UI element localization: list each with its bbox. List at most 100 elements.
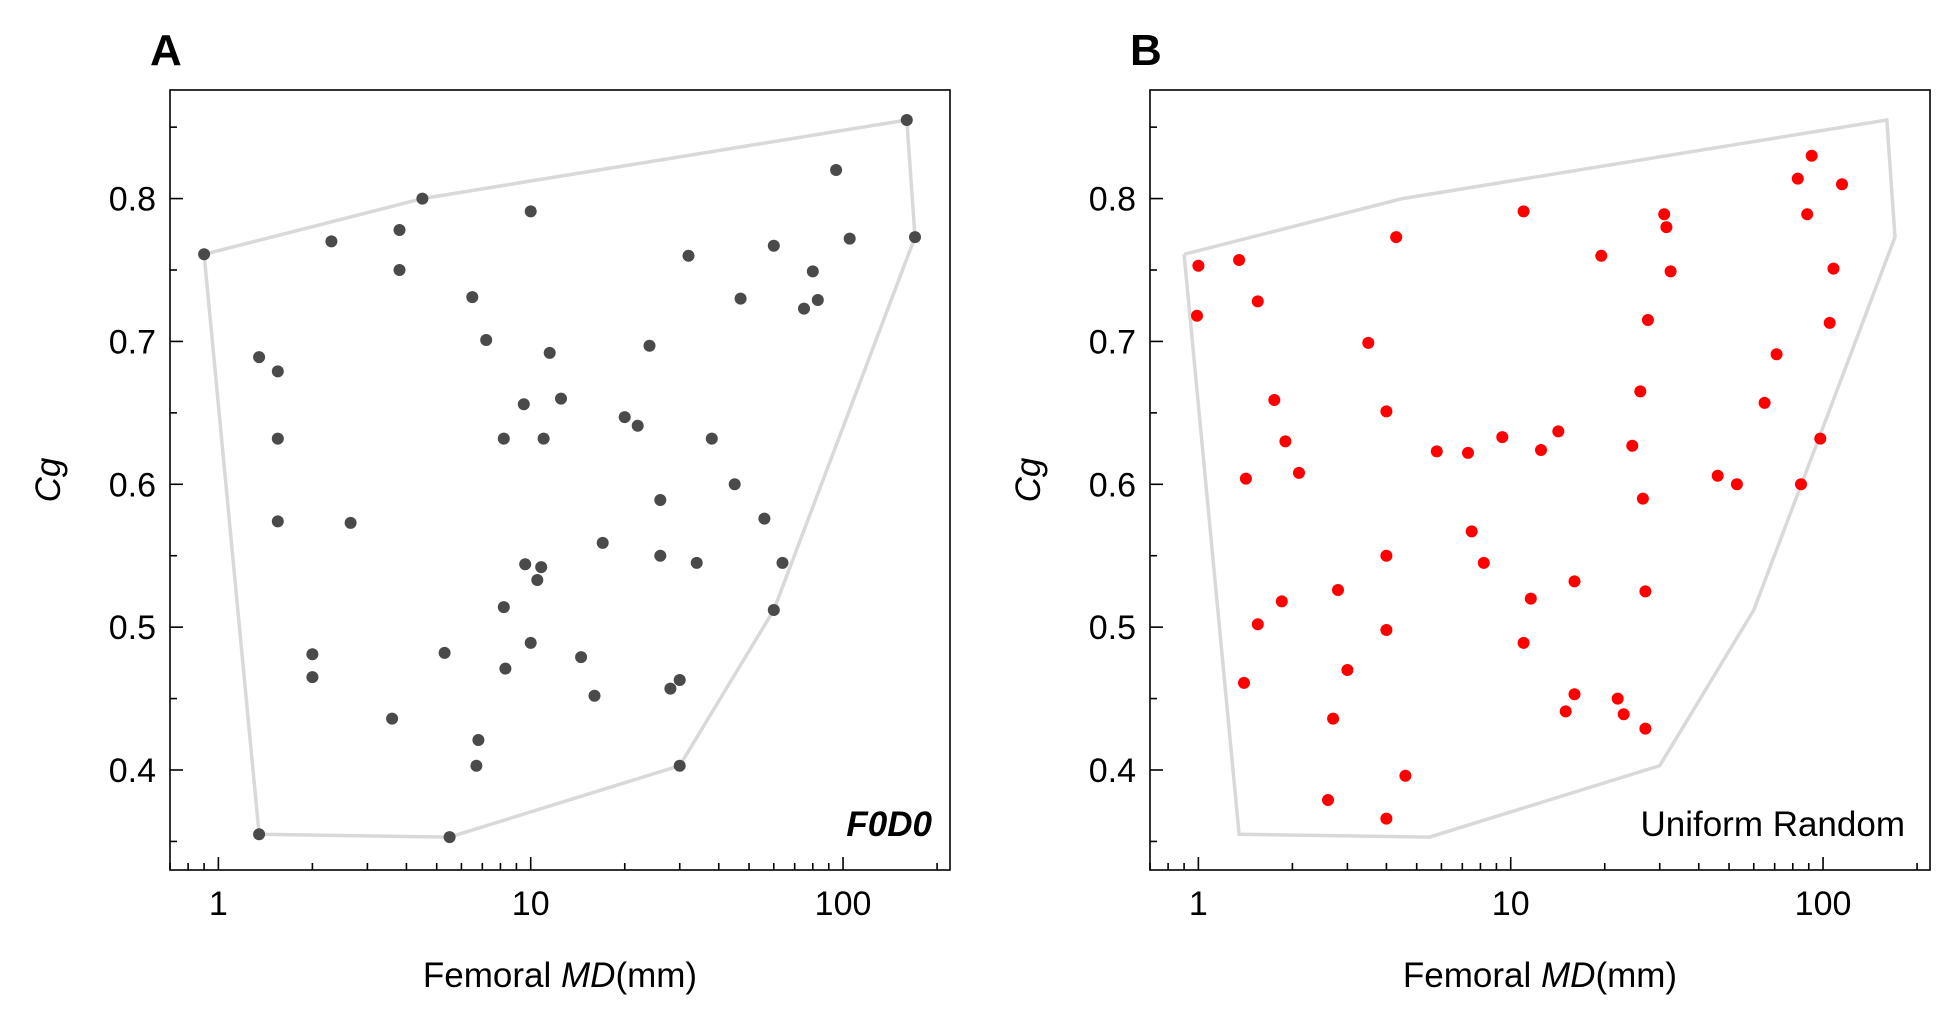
data-point <box>271 432 284 445</box>
data-point <box>1462 446 1474 459</box>
data-point <box>517 398 530 411</box>
y-axis-title: Cg <box>1009 457 1048 502</box>
data-point <box>253 828 266 841</box>
data-point <box>664 682 677 695</box>
data-point <box>1233 254 1246 266</box>
y-tick-label: 0.8 <box>1089 181 1136 219</box>
data-point <box>1595 249 1608 262</box>
data-point <box>673 674 686 686</box>
y-tick-label: 0.6 <box>109 466 156 504</box>
data-points <box>1191 149 1848 825</box>
data-point <box>1517 205 1530 218</box>
data-point <box>776 556 789 569</box>
data-point <box>306 648 319 661</box>
x-tick-label: 100 <box>815 885 872 923</box>
data-point <box>1524 592 1537 605</box>
data-point <box>1568 575 1581 588</box>
y-tick-label: 0.4 <box>109 752 156 790</box>
data-point <box>497 432 510 445</box>
data-point <box>673 759 686 772</box>
data-point <box>1251 295 1264 308</box>
data-point <box>1380 624 1393 636</box>
data-point <box>198 248 211 261</box>
data-point <box>734 292 747 305</box>
data-point <box>1795 478 1807 491</box>
data-point <box>524 636 537 649</box>
data-point <box>1823 316 1836 329</box>
data-point <box>643 339 656 352</box>
data-point <box>767 239 780 252</box>
data-point <box>499 662 512 675</box>
x-tick-label: 10 <box>1492 885 1530 923</box>
data-point <box>900 114 913 126</box>
data-point <box>618 411 631 424</box>
data-point <box>843 232 856 245</box>
data-point <box>531 574 544 586</box>
data-point <box>1805 149 1818 162</box>
panel-label: A <box>150 26 182 75</box>
data-point <box>1238 676 1250 689</box>
data-point <box>1636 492 1649 505</box>
data-point <box>1496 431 1509 444</box>
data-point <box>386 712 399 725</box>
data-point <box>393 224 406 236</box>
data-point <box>1380 549 1393 562</box>
data-point <box>393 264 406 276</box>
x-tick-label: 1 <box>1189 885 1208 923</box>
x-tick-label: 10 <box>512 885 550 923</box>
data-point <box>1758 396 1771 409</box>
data-point <box>1827 262 1840 275</box>
data-point <box>1559 705 1572 718</box>
data-point <box>466 291 479 304</box>
data-point <box>690 556 703 569</box>
data-point <box>1477 556 1490 569</box>
data-point <box>1664 265 1677 278</box>
data-point <box>1517 636 1530 649</box>
data-point <box>588 689 601 702</box>
data-point <box>1362 336 1375 349</box>
data-point <box>416 192 429 205</box>
data-point <box>1390 231 1403 244</box>
x-axis-title: Femoral MD(mm) <box>423 956 697 995</box>
data-point <box>1658 208 1671 221</box>
data-point <box>1770 348 1783 361</box>
data-point <box>1192 259 1205 272</box>
data-point <box>253 351 266 364</box>
data-point <box>1634 385 1647 398</box>
data-point <box>1275 595 1288 608</box>
y-tick-label: 0.7 <box>109 323 156 361</box>
data-point <box>1430 445 1443 458</box>
data-point <box>575 651 588 664</box>
plot-frame <box>1149 89 1931 871</box>
data-point <box>1617 708 1630 721</box>
convex-hull <box>202 117 917 839</box>
data-point <box>1626 439 1639 452</box>
data-point <box>306 671 319 684</box>
data-point <box>271 515 284 528</box>
y-tick-label: 0.5 <box>109 609 156 647</box>
data-point <box>758 512 771 525</box>
data-point <box>271 365 284 378</box>
data-point <box>806 265 819 278</box>
data-point <box>682 249 695 262</box>
data-point <box>470 759 483 772</box>
data-point <box>1791 172 1804 185</box>
data-point <box>555 392 567 405</box>
data-point <box>654 549 667 562</box>
y-axis-title: Cg <box>29 457 68 502</box>
data-point <box>631 419 644 432</box>
data-point <box>1380 812 1393 825</box>
data-point <box>519 558 532 571</box>
data-point <box>1552 425 1565 438</box>
y-tick-label: 0.5 <box>1089 609 1136 647</box>
data-point <box>472 734 485 746</box>
data-point <box>1279 435 1292 448</box>
data-point <box>1327 712 1340 725</box>
x-axis-ticks: 1 10 100 <box>169 857 938 923</box>
data-point <box>1239 472 1252 485</box>
panel-annotation: Uniform Random <box>1640 805 1905 844</box>
data-point <box>1660 221 1673 234</box>
panel-b: B 1 10 100 0.40.50.60.70.8 Uniform Random … <box>1009 26 1931 995</box>
data-point <box>537 432 550 445</box>
